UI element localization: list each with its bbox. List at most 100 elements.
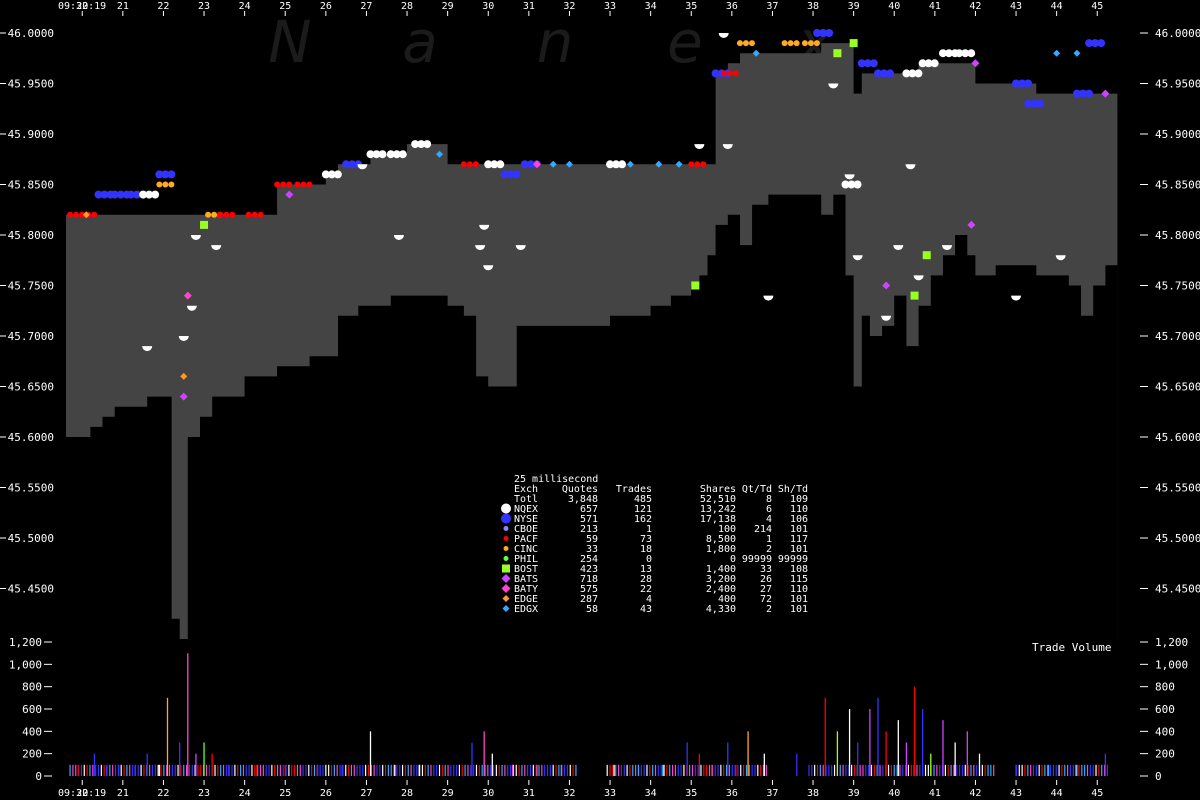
quote-marker-circle xyxy=(819,29,828,37)
stats-row-cell: NQEX xyxy=(514,504,538,515)
stats-row-cell: 101 xyxy=(790,604,808,615)
x-tick-label-bottom: 40 xyxy=(888,788,900,799)
stats-row-cell: CINC xyxy=(514,544,538,555)
quote-marker-circle xyxy=(168,181,175,188)
x-tick-label-bottom: 41 xyxy=(929,788,941,799)
stats-row-cell: 1,800 xyxy=(706,544,736,555)
quote-marker-circle xyxy=(813,40,820,47)
stats-row-cell: 162 xyxy=(634,514,652,525)
stats-row-cell: 121 xyxy=(634,504,652,515)
quote-marker-circle xyxy=(1024,79,1033,88)
quote-marker-circle xyxy=(378,150,387,159)
trade-marker xyxy=(694,144,705,150)
stats-row-cell: 657 xyxy=(580,504,598,515)
trade-marker xyxy=(763,295,774,301)
y-tick-label-right: 45.6000 xyxy=(1155,431,1200,444)
quote-marker-circle xyxy=(67,211,74,218)
x-tick-label-top: 26 xyxy=(320,1,332,12)
stats-row-cell: 1 xyxy=(646,524,652,535)
stats-row-cell: 58 xyxy=(586,604,598,615)
y-tick-label-left: 45.9500 xyxy=(8,78,54,91)
trade-marker xyxy=(913,275,924,281)
x-tick-label-bottom: 21 xyxy=(117,788,129,799)
quote-marker-circle xyxy=(139,190,148,199)
quote-marker-circle xyxy=(245,211,252,218)
quote-marker-circle xyxy=(229,211,236,218)
quote-marker-circle xyxy=(73,211,80,218)
stats-row-cell: 101 xyxy=(790,594,808,605)
quote-marker-circle xyxy=(781,40,788,47)
quote-marker-diamond xyxy=(882,281,891,290)
stats-row-cell: 8,500 xyxy=(706,534,736,545)
vol-y-label-left: 800 xyxy=(22,681,42,694)
quote-marker-circle xyxy=(520,160,529,169)
watermark-letter: e xyxy=(667,8,703,76)
x-tick-label-bottom: 39 xyxy=(848,788,860,799)
quote-marker-circle xyxy=(126,190,135,199)
x-tick-label-top: 24 xyxy=(239,1,251,12)
quote-marker-circle xyxy=(372,150,381,159)
y-tick-label-right: 45.7000 xyxy=(1155,330,1200,343)
quote-marker-circle xyxy=(280,181,287,188)
stats-row-cell: 22 xyxy=(640,584,652,595)
quote-marker-diamond xyxy=(626,160,634,168)
quote-marker-diamond xyxy=(180,372,188,380)
quote-marker-circle xyxy=(918,59,927,68)
stats-row-cell: 6 xyxy=(766,504,772,515)
stats-row-cell: 0 xyxy=(730,554,736,565)
quote-marker-circle xyxy=(807,40,814,47)
x-tick-label-bottom: 35 xyxy=(685,788,697,799)
stats-row-cell: 571 xyxy=(580,514,598,525)
x-tick-label-top: 25 xyxy=(279,1,291,12)
y-tick-label-left: 45.7500 xyxy=(8,280,54,293)
stats-total-cell: 3,848 xyxy=(568,494,598,505)
quote-marker-circle xyxy=(863,59,872,68)
quote-marker-circle xyxy=(853,180,862,189)
quote-marker-diamond xyxy=(183,291,192,300)
stats-row-cell: 2 xyxy=(766,544,772,555)
y-tick-label-left: 45.6000 xyxy=(8,431,54,444)
quote-marker-diamond xyxy=(655,160,663,168)
quote-marker-circle xyxy=(348,160,357,169)
vol-y-label-right: 200 xyxy=(1155,748,1175,761)
trade-marker xyxy=(515,245,526,251)
quote-marker-circle xyxy=(944,49,953,58)
quote-marker-circle xyxy=(874,69,882,78)
quote-marker-circle xyxy=(94,190,103,199)
quote-marker-circle xyxy=(700,161,707,168)
trade-marker xyxy=(393,235,404,240)
stats-row-cell: 72 xyxy=(760,594,772,605)
quote-marker-circle xyxy=(908,69,917,78)
x-tick-label-top: 35 xyxy=(685,1,697,12)
stats-header-cell: Qt/Td xyxy=(742,484,772,495)
stats-row-cell: PHIL xyxy=(514,554,538,565)
volume-axes: 0 0 200 200 400 400 600 600 800 800 1,000 1,000 1,20… xyxy=(9,636,1188,783)
y-tick-label-right: 46.0000 xyxy=(1155,27,1200,40)
x-tick-label-bottom: 24 xyxy=(239,788,251,799)
x-tick-label-bottom: 44 xyxy=(1051,788,1063,799)
stats-row-cell: NYSE xyxy=(514,514,538,525)
quote-marker-diamond xyxy=(752,49,760,57)
quote-marker-diamond xyxy=(532,160,541,169)
quote-marker-circle xyxy=(156,181,163,188)
x-tick-label-top: 34 xyxy=(645,1,657,12)
y-tick-label-right: 45.5500 xyxy=(1155,482,1200,495)
stats-row-cell: 100 xyxy=(718,524,736,535)
x-tick-label-top: 27 xyxy=(360,1,372,12)
quote-marker-circle xyxy=(1036,99,1045,108)
quote-marker-diamond xyxy=(82,211,90,219)
y-tick-label-right: 45.9000 xyxy=(1155,128,1200,141)
stats-row-cell: 99999 xyxy=(778,554,808,565)
quote-marker-diamond xyxy=(436,150,444,158)
x-tick-label-bottom: 36 xyxy=(726,788,738,799)
quote-marker-circle xyxy=(1078,89,1087,98)
x-tick-label-top: 29 xyxy=(442,1,454,12)
quote-marker-circle xyxy=(1085,39,1094,48)
x-tick-label-bottom: 33 xyxy=(604,788,616,799)
x-tick-label-top: 36 xyxy=(726,1,738,12)
y-tick-label-left: 45.8000 xyxy=(8,229,54,242)
below-bid-area xyxy=(66,194,1118,720)
y-tick-label-left: 46.0000 xyxy=(8,27,54,40)
x-tick-label-top: 39 xyxy=(848,1,860,12)
